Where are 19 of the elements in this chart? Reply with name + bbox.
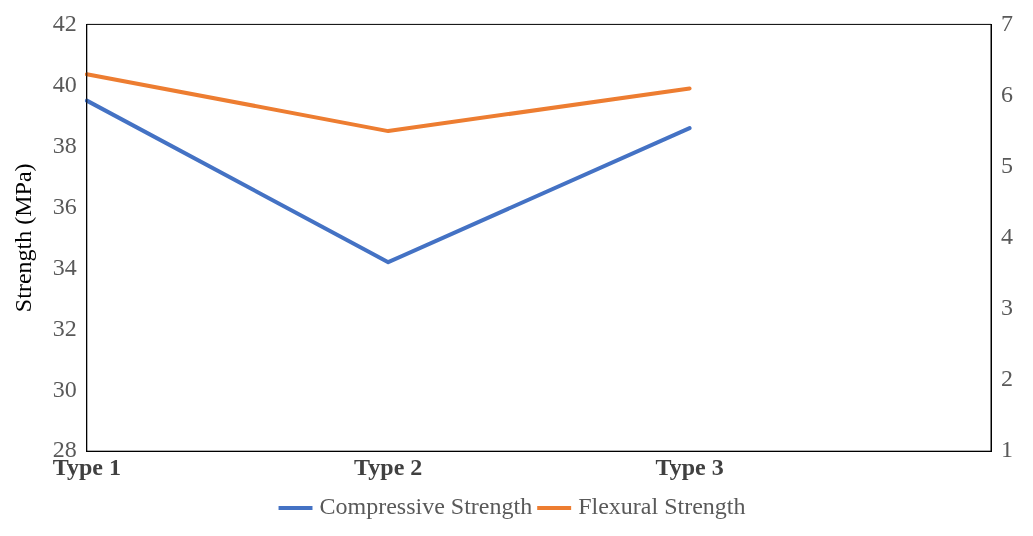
y2-tick-label: 5 <box>1001 151 1013 178</box>
y2-tick-label: 3 <box>1001 294 1013 321</box>
y2-tick-label: 4 <box>1001 223 1013 250</box>
y2-tick-label: 7 <box>1001 9 1013 36</box>
y2-tick-label: 6 <box>1001 80 1013 107</box>
x-tick-label: Type 3 <box>655 453 724 480</box>
y-tick-label: 38 <box>52 131 77 158</box>
y2-tick-label: 2 <box>1001 365 1013 392</box>
y-tick-label: 42 <box>52 9 77 36</box>
y-tick-label: 40 <box>52 70 77 97</box>
y-tick-label: 32 <box>52 314 77 341</box>
x-tick-label: Type 2 <box>354 453 423 480</box>
y-tick-label: 34 <box>52 253 77 280</box>
legend-label: Flexural Strength <box>578 493 746 520</box>
y2-tick-label: 1 <box>1001 436 1013 463</box>
y-tick-label: 36 <box>52 192 77 219</box>
legend-label: Compressive Strength <box>319 493 533 520</box>
y-axis-title: Strength (MPa) <box>9 163 36 313</box>
y-tick-label: 30 <box>52 375 77 402</box>
